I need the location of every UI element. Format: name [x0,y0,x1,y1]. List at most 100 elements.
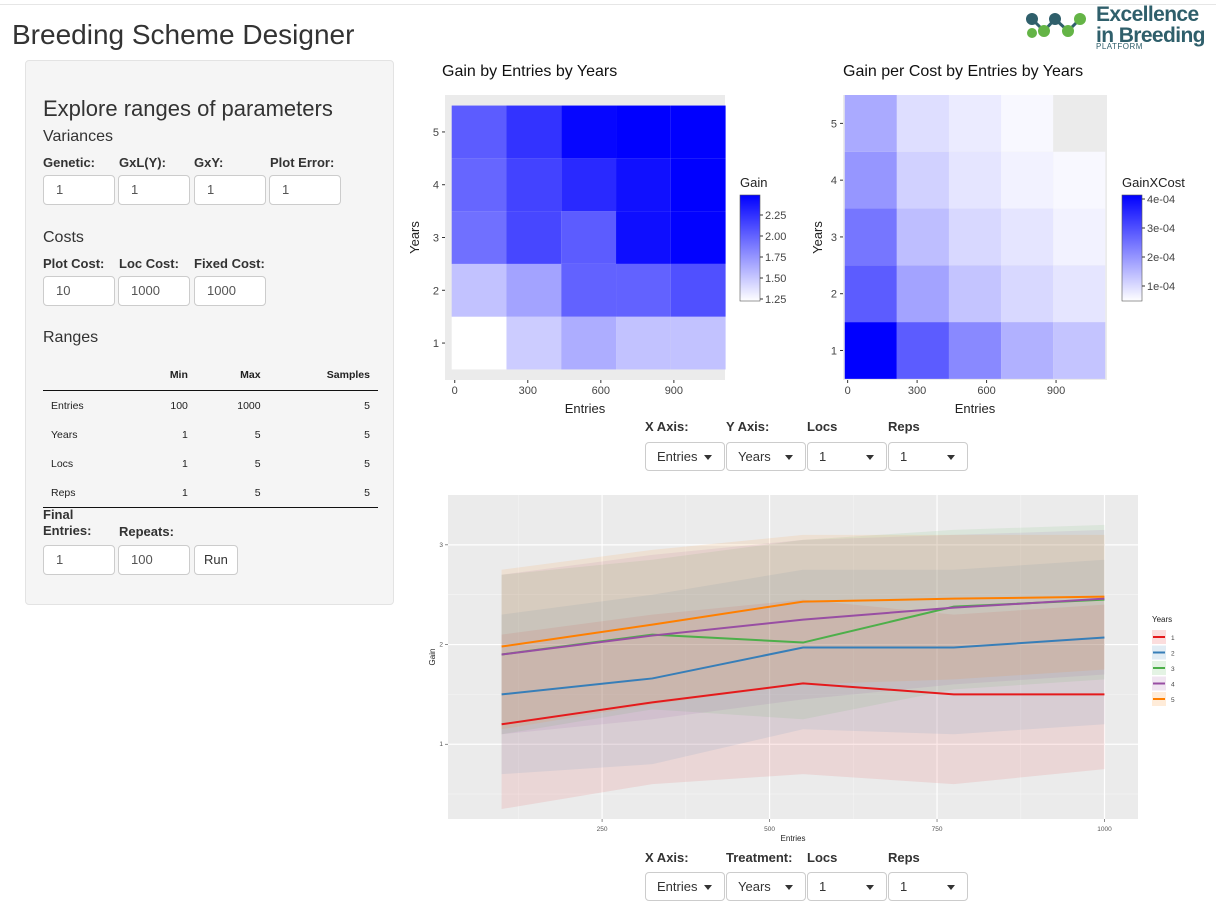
plot-error-label: Plot Error: [270,155,335,170]
final-entries-label: Final Entries: [43,507,92,538]
caret-down-icon [785,885,793,890]
table-cell: 5 [254,457,261,470]
heat-cell [1001,208,1054,266]
caret-down-icon [866,885,874,890]
legend-tick-label: 2.25 [765,210,786,222]
select-value: 1 [819,449,827,464]
legend-tick-label: 3e-04 [1147,223,1175,235]
table-row[interactable]: Reps 1 5 5 [43,478,378,508]
heat-locs-select[interactable]: 1 [807,442,887,471]
costs-title: Costs [43,229,84,246]
top-border [0,0,1216,5]
table-header: Max [195,360,269,391]
y-tick-label: 2 [831,289,837,301]
heat-locs-label: Locs [807,419,838,434]
legend-tick-label: 4e-04 [1147,194,1175,206]
heat-cell [451,263,507,317]
x-tick-label: 0 [452,385,458,397]
x-tick-label: 900 [1047,385,1065,397]
plot-cost-input[interactable]: 10 [43,276,115,306]
table-cell: 1 [182,457,188,470]
heat-cell [896,208,949,266]
legend-tick-label: 1.75 [765,252,786,264]
caret-down-icon [704,455,712,460]
confidence-ribbon [501,559,1105,775]
table-cell: Reps [43,478,133,508]
caret-down-icon [866,455,874,460]
gxly-label: GxL(Y): [119,155,166,170]
x-tick-label: 600 [977,385,995,397]
y-tick-label: 3 [433,233,439,245]
heat-y-axis-label: Y Axis: [726,419,770,434]
table-cell: 1000 [237,399,261,412]
final-entries-input[interactable]: 1 [43,545,115,575]
loc-cost-input[interactable]: 1000 [118,276,190,306]
line-reps-select[interactable]: 1 [888,872,968,901]
y-tick-label: 1 [439,741,443,748]
logo-subtext: PLATFORM [1096,42,1143,51]
table-cell: 1 [182,428,188,441]
y-axis-title: Years [810,221,825,254]
genetic-label: Genetic: [43,155,96,170]
series-line [501,636,1105,696]
table-cell: Years [51,428,78,441]
legend-label: 2 [1171,651,1175,658]
heat-cell [670,105,726,159]
heat-cell [844,208,897,266]
plot-error-input[interactable]: 1 [269,175,341,205]
legend-colorbar [1121,194,1143,302]
legend-label: 5 [1171,697,1175,704]
heat-cell [616,316,671,370]
x-axis-title: Entries [781,834,806,843]
y-tick-label: 3 [439,542,443,549]
confidence-ribbon [501,524,1105,735]
heat-cell [896,95,949,152]
heat-cell [1053,151,1106,209]
variances-title: Variances [43,128,113,145]
heatmap-gain-title: Gain by Entries by Years [442,63,618,80]
heat-cell [670,263,726,317]
legend-label: 4 [1171,682,1175,689]
table-row[interactable]: Entries 100 1000 5 [43,391,378,421]
heat-y-axis-select[interactable]: Years [726,442,806,471]
legend-tick-label: 1.25 [765,294,786,306]
caret-down-icon [704,885,712,890]
legend-title: GainXCost [1122,175,1185,190]
x-axis-title: Entries [565,401,606,416]
line-treatment-label: Treatment: [726,850,793,865]
run-button[interactable]: Run [194,545,238,575]
heat-cell [670,158,726,212]
heat-cell [844,265,897,323]
gxy-input[interactable]: 1 [194,175,266,205]
table-cell: 5 [268,478,378,508]
plot-cost-label: Plot Cost: [43,256,105,271]
heat-x-axis-select[interactable]: Entries [645,442,725,471]
heat-reps-select[interactable]: 1 [888,442,968,471]
heat-cell [844,151,897,209]
table-cell: 5 [195,478,269,508]
line-treatment-select[interactable]: Years [726,872,806,901]
heat-cell [1053,208,1106,266]
select-value: 1 [819,879,827,894]
select-value: Entries [657,879,698,894]
table-row[interactable]: Years 1 5 5 [43,420,378,449]
x-tick-label: 1000 [1097,826,1112,833]
heat-cell [1053,265,1106,323]
heat-cell [948,322,1002,379]
fixed-cost-input[interactable]: 1000 [194,276,266,306]
heat-cell [670,316,726,370]
y-axis-title: Years [407,221,422,254]
sidebar-heading: Explore ranges of parameters [43,96,333,121]
gain-line-chart: 250 500 750 1000 1 2 3 Entries Gain Years 1 2 3 4 5 [428,495,1175,843]
heat-cell [616,211,671,264]
table-header [43,360,133,391]
y-tick-label: 5 [433,127,439,139]
table-row[interactable]: Locs 1 5 5 [43,449,378,478]
ranges-title: Ranges [43,329,99,346]
repeats-input[interactable]: 100 [118,545,190,575]
genetic-input[interactable]: 1 [43,175,115,205]
heat-cell [948,151,1002,209]
line-locs-select[interactable]: 1 [807,872,887,901]
gxly-input[interactable]: 1 [118,175,190,205]
line-x-axis-select[interactable]: Entries [645,872,725,901]
